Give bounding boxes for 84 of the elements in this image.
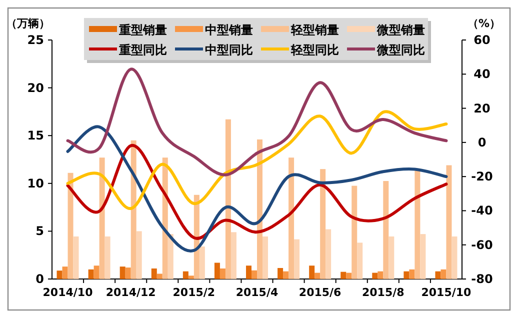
y2-axis-title: （%） bbox=[467, 17, 501, 30]
bar bbox=[182, 271, 188, 279]
bar bbox=[246, 266, 252, 279]
bar bbox=[199, 246, 205, 279]
bar bbox=[252, 270, 257, 279]
line-series bbox=[66, 144, 448, 240]
bar bbox=[73, 236, 79, 279]
y-tick-label: 5 bbox=[36, 224, 44, 238]
bar bbox=[404, 271, 410, 279]
bar bbox=[62, 266, 68, 279]
bar bbox=[130, 140, 136, 279]
bar bbox=[357, 242, 363, 279]
bar bbox=[214, 262, 220, 279]
legend-label: 中型销量 bbox=[205, 23, 253, 37]
legend-label: 重型销量 bbox=[118, 23, 167, 37]
legend-label: 中型同比 bbox=[205, 43, 253, 57]
y-tick-label: 20 bbox=[27, 80, 44, 95]
bar bbox=[314, 272, 320, 279]
bar bbox=[288, 158, 294, 279]
y2-tick-label: 40 bbox=[474, 67, 490, 82]
bar bbox=[352, 186, 358, 279]
y-tick-label: 0 bbox=[36, 272, 44, 286]
bar bbox=[151, 268, 157, 279]
y2-tick-label: -20 bbox=[471, 170, 493, 184]
bar bbox=[452, 236, 458, 279]
bar bbox=[230, 232, 236, 279]
y-tick-label: 10 bbox=[27, 176, 44, 190]
bar bbox=[278, 268, 284, 279]
x-tick-label: 2014/12 bbox=[106, 286, 156, 299]
bar bbox=[94, 266, 100, 279]
y2-tick-label: 0 bbox=[478, 135, 486, 150]
y2-tick-label: -80 bbox=[471, 272, 493, 286]
x-tick-label: 2015/6 bbox=[298, 286, 342, 299]
bar bbox=[168, 234, 174, 279]
x-tick-label: 2015/2 bbox=[172, 286, 216, 299]
bar bbox=[378, 271, 384, 279]
line-series bbox=[66, 125, 448, 252]
y-tick-label: 15 bbox=[27, 128, 44, 143]
bar bbox=[125, 268, 131, 279]
bar bbox=[88, 269, 94, 279]
bar bbox=[225, 119, 231, 279]
y2-tick-label: -40 bbox=[471, 204, 493, 218]
legend-label: 轻型销量 bbox=[290, 23, 339, 37]
y2-tick-label: 20 bbox=[474, 101, 490, 116]
bar bbox=[320, 169, 326, 279]
bar bbox=[326, 229, 332, 279]
bar bbox=[262, 236, 268, 279]
bar bbox=[414, 170, 420, 279]
bar bbox=[446, 165, 452, 279]
bar bbox=[372, 272, 378, 279]
bar bbox=[220, 268, 226, 279]
line-series bbox=[66, 68, 448, 176]
bar bbox=[388, 236, 394, 279]
line-series bbox=[66, 110, 448, 210]
bar bbox=[104, 236, 110, 279]
bar bbox=[435, 271, 441, 279]
y-tick-label: 25 bbox=[27, 33, 44, 47]
bar bbox=[120, 266, 126, 279]
x-tick-label: 2015/8 bbox=[362, 286, 404, 299]
legend-label: 轻型同比 bbox=[290, 43, 339, 57]
bar bbox=[340, 272, 346, 279]
bar bbox=[188, 276, 194, 279]
bar bbox=[309, 266, 315, 279]
y2-tick-label: 60 bbox=[474, 33, 490, 47]
bar bbox=[440, 269, 446, 279]
bar bbox=[156, 274, 162, 279]
bar bbox=[99, 158, 105, 279]
bar bbox=[136, 231, 142, 279]
y-axis-title: （万辆） bbox=[6, 17, 50, 30]
legend-label: 微型销量 bbox=[376, 23, 425, 37]
legend-label: 重型同比 bbox=[118, 43, 167, 57]
bar bbox=[56, 270, 62, 279]
bar bbox=[409, 269, 415, 279]
bar bbox=[68, 172, 74, 279]
bar bbox=[294, 239, 300, 279]
bar bbox=[283, 271, 289, 279]
x-tick-label: 2015/10 bbox=[421, 286, 472, 299]
bar bbox=[346, 272, 352, 279]
x-tick-label: 2015/4 bbox=[236, 286, 278, 299]
y2-tick-label: -60 bbox=[471, 238, 493, 252]
x-tick-label: 2014/10 bbox=[42, 286, 94, 299]
bar bbox=[420, 234, 426, 279]
bar bbox=[383, 181, 389, 279]
legend-label: 微型同比 bbox=[376, 43, 425, 57]
